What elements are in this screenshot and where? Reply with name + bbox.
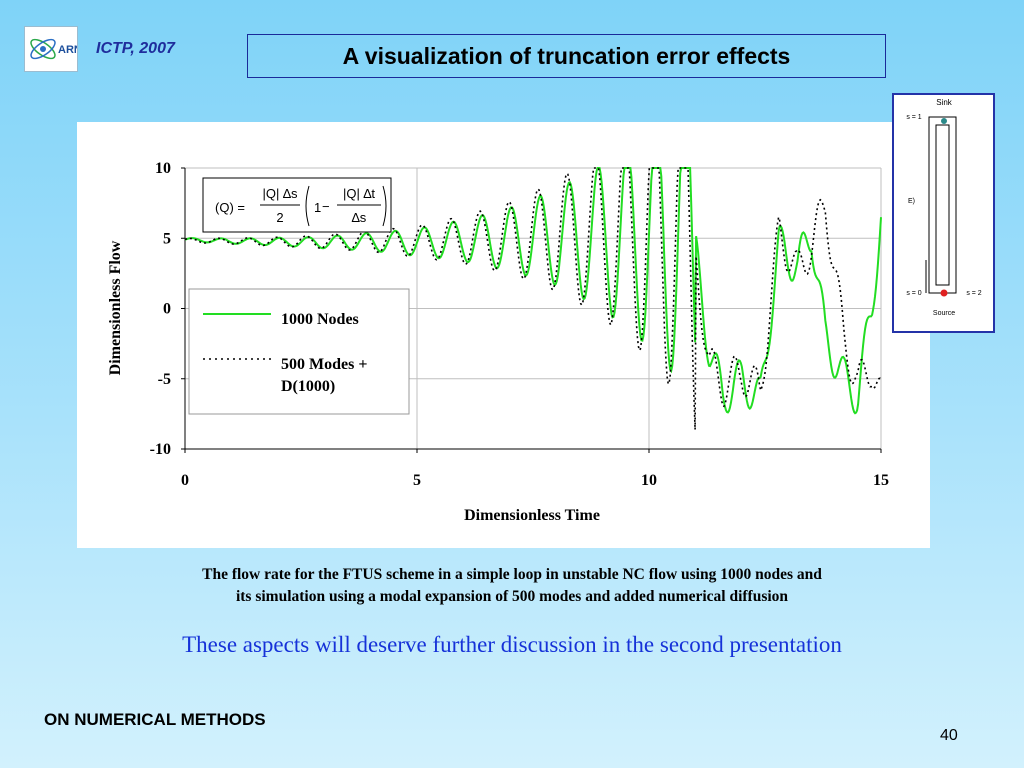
y-tick-label: -10 bbox=[150, 441, 171, 458]
source-marker-icon bbox=[940, 289, 948, 297]
formula-numerator-2: |Q| ∆t bbox=[343, 186, 375, 201]
formula-minus: − bbox=[322, 199, 330, 214]
legend-label-1000-nodes: 1000 Nodes bbox=[281, 311, 359, 328]
y-tick-label: 5 bbox=[163, 230, 171, 247]
source-label: Source bbox=[933, 310, 955, 317]
arn-logo: ARN bbox=[24, 26, 82, 72]
remark-text: These aspects will deserve further discu… bbox=[182, 632, 842, 657]
x-tick-label: 0 bbox=[181, 472, 189, 489]
conference-label: ICTP, 2007 bbox=[96, 40, 175, 57]
loop-inner bbox=[935, 124, 950, 286]
s1-label: s = 1 bbox=[906, 114, 921, 121]
series-line-1000-nodes bbox=[184, 167, 882, 415]
slide-title: A visualization of truncation error effe… bbox=[342, 42, 791, 69]
footer-title: ON NUMERICAL METHODS bbox=[44, 710, 266, 729]
atom-logo-icon: ARN bbox=[30, 38, 82, 60]
chart-panel: 10 5 0 -5 -10 0 5 10 15 Dimensionless Flow Dime… bbox=[77, 122, 930, 548]
page-number: 40 bbox=[940, 727, 958, 744]
s2-label: s = 2 bbox=[966, 290, 981, 297]
e-label: E) bbox=[908, 198, 915, 205]
y-tick-label: 10 bbox=[155, 160, 171, 177]
figure-caption: The flow rate for the FTUS scheme in a s… bbox=[90, 564, 934, 608]
flow-chart: 10 5 0 -5 -10 0 5 10 15 Dimensionless Flow Dime… bbox=[107, 160, 889, 524]
formula-denominator-1: 2 bbox=[276, 210, 283, 225]
y-axis-title: Dimensionless Flow bbox=[107, 240, 124, 375]
x-tick-label: 5 bbox=[413, 472, 421, 489]
formula-box: (Q) = |Q| ∆s 2 1 − |Q| ∆t ∆s bbox=[202, 177, 392, 233]
loop-diagram: Sink s = 1 E) s = 0 s = 2 Source bbox=[906, 98, 981, 317]
loop-diagram-inset: Sink s = 1 E) s = 0 s = 2 Source bbox=[892, 93, 995, 333]
y-tick-label: -5 bbox=[158, 371, 171, 388]
formula-denominator-2: ∆s bbox=[352, 210, 367, 225]
loop-outer bbox=[928, 116, 957, 294]
formula-numerator-1: |Q| ∆s bbox=[263, 186, 298, 201]
chart-legend: 1000 Nodes 500 Modes + D(1000) bbox=[188, 288, 410, 415]
y-tick-labels: 10 5 0 -5 -10 bbox=[150, 160, 185, 458]
s0-label: s = 0 bbox=[906, 290, 921, 297]
series-lines bbox=[184, 167, 882, 430]
sink-label: Sink bbox=[936, 98, 953, 107]
logo-text: ARN bbox=[58, 44, 77, 56]
x-tick-labels: 0 5 10 15 bbox=[181, 449, 889, 489]
legend-label-500-modes: 500 Modes + D(1000) bbox=[281, 356, 371, 395]
series-line-500-modes bbox=[184, 167, 882, 430]
caption-line-1: The flow rate for the FTUS scheme in a s… bbox=[202, 566, 822, 583]
y-tick-label: 0 bbox=[163, 301, 171, 318]
x-axis-title: Dimensionless Time bbox=[464, 507, 600, 524]
x-tick-label: 10 bbox=[641, 472, 657, 489]
sink-marker-icon bbox=[941, 118, 947, 124]
caption-line-2: its simulation using a modal expansion o… bbox=[235, 588, 789, 605]
slide-title-box: A visualization of truncation error effe… bbox=[247, 34, 886, 78]
formula-lhs: (Q) = bbox=[215, 200, 245, 215]
formula-one: 1 bbox=[314, 200, 321, 215]
x-tick-label: 15 bbox=[873, 472, 889, 489]
